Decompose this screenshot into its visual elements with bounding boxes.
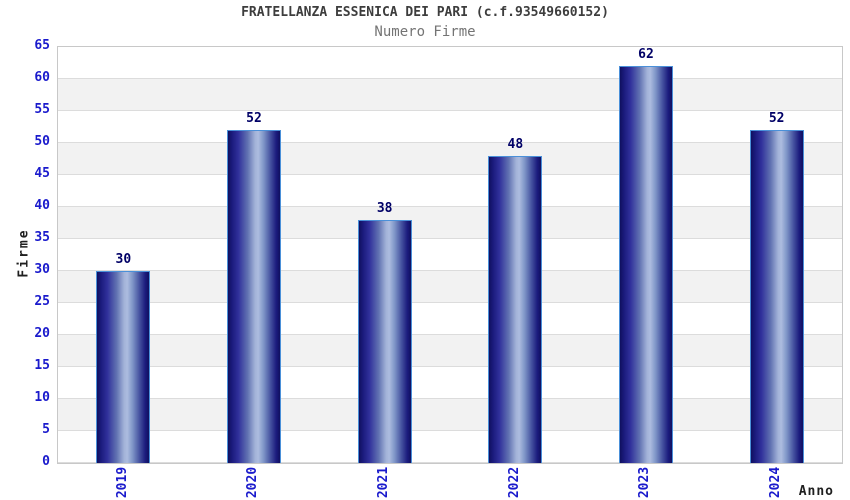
chart-subtitle: Numero Firme <box>374 24 476 40</box>
y-tick-label: 15 <box>34 358 50 373</box>
y-tick-label: 5 <box>42 422 50 437</box>
y-tick-label: 50 <box>34 134 50 149</box>
bar-value-label: 52 <box>246 111 262 126</box>
y-axis-title: Firme <box>16 228 32 278</box>
bar-2022 <box>488 156 543 463</box>
bar-value-label: 30 <box>115 252 132 267</box>
bar-value-label: 48 <box>507 137 524 152</box>
chart-title: FRATELLANZA ESSENICA DEI PARI (c.f.93549… <box>241 5 609 20</box>
bar-value-label: 52 <box>768 111 785 126</box>
y-tick-label: 35 <box>34 230 50 245</box>
x-tick-label: 2022 <box>506 466 522 498</box>
y-tick-label: 0 <box>42 454 50 469</box>
y-tick-label: 55 <box>34 102 50 117</box>
bar-2020 <box>227 130 281 463</box>
bar-2023 <box>619 66 673 463</box>
y-tick-label: 65 <box>34 38 50 53</box>
y-tick-label: 40 <box>34 198 50 213</box>
x-axis-title: Anno <box>798 484 834 499</box>
y-tick-label: 30 <box>34 262 50 277</box>
bar-2019 <box>96 271 151 463</box>
bar-2021 <box>357 220 412 463</box>
x-tick-label: 2020 <box>245 466 261 498</box>
bar-value-label: 62 <box>638 47 654 62</box>
y-tick-label: 45 <box>34 166 50 181</box>
x-tick-label: 2024 <box>768 466 784 498</box>
x-tick-label: 2023 <box>637 466 653 498</box>
bar-2024 <box>749 130 804 463</box>
y-tick-label: 10 <box>34 390 50 405</box>
y-tick-label: 25 <box>34 294 50 309</box>
plot-area: 30 52 38 48 62 52 <box>57 46 843 464</box>
y-tick-label: 60 <box>34 70 50 85</box>
x-tick-label: 2021 <box>376 466 392 498</box>
y-tick-label: 20 <box>34 326 50 341</box>
bar-value-label: 38 <box>376 201 393 216</box>
x-tick-label: 2019 <box>114 466 130 498</box>
